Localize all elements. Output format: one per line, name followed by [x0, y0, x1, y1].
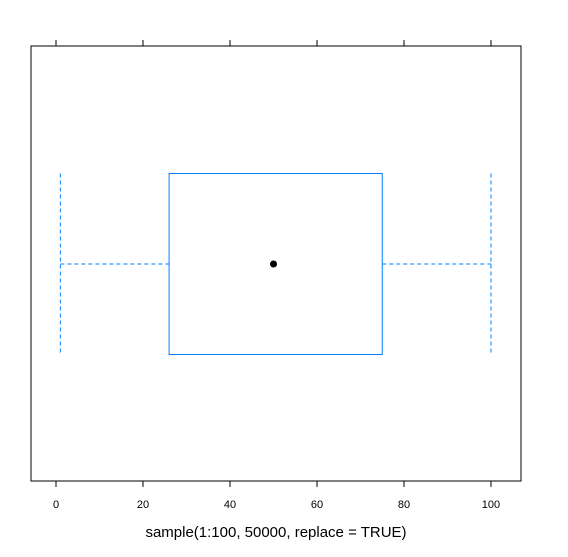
box	[168, 173, 383, 355]
median-dot	[269, 260, 277, 268]
x-tick-label: 80	[398, 499, 410, 511]
x-tick-label: 100	[482, 499, 500, 511]
x-tick-label: 0	[53, 499, 59, 511]
x-axis-label: sample(1:100, 50000, replace = TRUE)	[145, 524, 406, 541]
x-tick-label: 20	[137, 499, 149, 511]
x-tick-label: 60	[311, 499, 323, 511]
panel-border	[30, 45, 522, 482]
x-tick-label: 40	[224, 499, 236, 511]
